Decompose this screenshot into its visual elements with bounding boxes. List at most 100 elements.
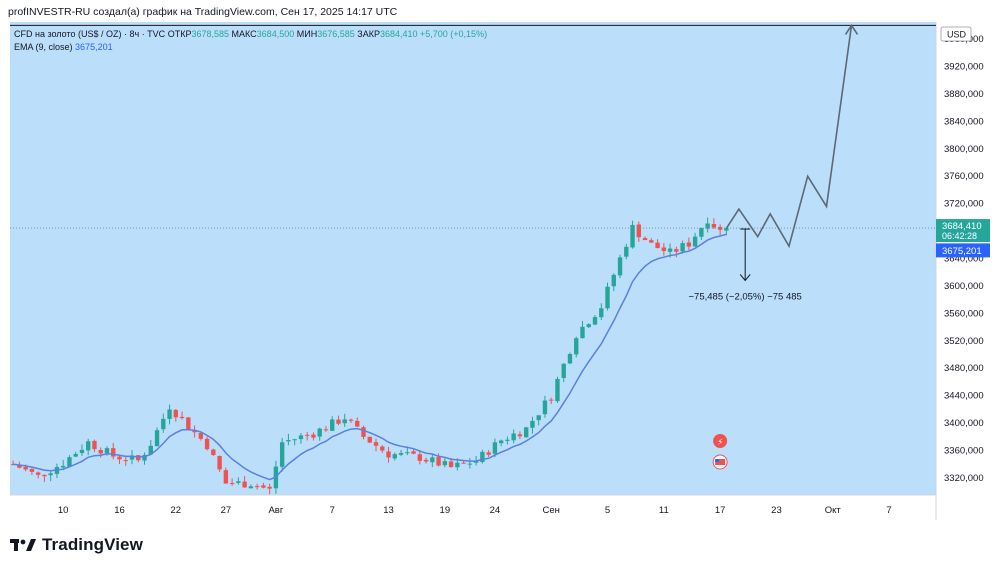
price-axis-background [936,22,990,520]
candle-body [161,418,166,430]
candle-body [298,435,304,440]
candle-body [373,442,379,446]
candle-body [417,454,423,461]
candle-body [411,451,416,454]
candle-body [498,440,504,444]
candle-body [586,324,591,328]
candle-body [674,249,679,252]
candle-body [236,481,241,483]
candle-body [192,430,197,433]
currency-box [940,26,972,42]
time-axis-tick-label: 16 [114,505,125,516]
candle-body [92,440,97,450]
candle-body [142,454,147,461]
price-axis-tick-label: 3520,000 [944,336,984,347]
candle-body [336,419,341,424]
chart-attribution: profINVESTR-RU создал(а) график на Tradi… [8,6,398,18]
time-axis-background [10,495,936,520]
candle-body [217,455,222,470]
candle-body [486,452,491,455]
candle-body [123,460,128,462]
forecast-path [725,25,853,249]
us-flag-icon [715,459,726,465]
candle-body [323,429,329,431]
candle-body [574,338,579,355]
candle-body [111,448,116,457]
currency-label: USD [947,30,967,40]
price-axis-tick-label: 3600,000 [944,281,984,292]
candle-body [592,317,598,325]
candle-body [724,228,729,231]
tradingview-logo-icon [10,539,36,551]
candle-body [511,433,516,441]
legend-change: +5,700 (+0,15%) [420,29,488,39]
candle-body [398,453,404,455]
candle-body [530,420,535,428]
candle-body [580,326,585,339]
candle-body [317,428,322,437]
plot-background [10,22,936,495]
ema-price-badge-text: 3675,201 [942,246,982,257]
candle-body [461,462,466,464]
measure-label: −75,485 (−2,05%) −75 485 [689,291,802,302]
candle-body [167,409,172,419]
candle-body [436,456,441,466]
legend-low-value: 3676,585 [317,29,355,39]
legend-symbol[interactable]: CFD на золото (US$ / OZ) · 8ч · TVC [14,29,166,39]
time-axis-tick-label: 7 [886,505,891,516]
ema-line [13,233,727,481]
candle-body [517,434,523,437]
legend-row-ema[interactable]: EMA (9, close) 3675,201 [14,41,487,54]
price-axis-tick-label: 3760,000 [944,171,984,182]
chart-area[interactable]: −75,485 (−2,05%) −75 4853960,0003920,000… [10,22,990,520]
candle-body [348,419,354,421]
candle-body [98,449,103,454]
legend-high-value: 3684,500 [256,29,295,39]
candle-body [430,457,435,463]
candle-body [605,286,610,309]
candle-body [692,236,698,247]
price-axis-tick-label: 3720,000 [944,199,984,210]
candle-body [211,449,216,455]
price-axis-tick-label: 3880,000 [944,89,984,100]
candle-body [624,246,629,257]
candle-body [617,257,623,276]
legend-open-value: 3678,585 [191,29,229,39]
legend-close-label: ЗАКР [357,29,380,39]
candle-body [473,461,479,463]
candle-body [73,453,78,457]
candle-body [104,448,110,454]
candle-body [67,457,72,467]
candle-body [630,224,635,248]
candle-body [555,378,560,402]
candle-body [23,467,28,470]
candle-body [442,461,448,466]
candle-body [204,438,210,450]
candle-body [286,440,291,442]
candle-body [536,415,541,421]
candle-body [229,483,235,485]
price-axis-tick-label: 3560,000 [944,308,984,319]
candle-body [330,419,335,431]
tradingview-logo[interactable]: TradingView [10,535,143,555]
forecast-arrowhead [844,23,859,35]
candle-body [367,436,372,443]
time-axis-tick-label: 17 [715,505,726,516]
candle-body [711,224,717,228]
candle-body [261,485,266,488]
candle-body [29,468,35,472]
candle-body [505,439,510,441]
candle-body [292,439,297,441]
candle-body [79,449,85,454]
measure-arrowhead [739,274,751,282]
candle-body [48,473,53,476]
price-axis-tick-label: 3480,000 [944,363,984,374]
candle-body [242,481,247,488]
candle-body [173,409,178,418]
time-axis-tick-label: 19 [440,505,451,516]
candle-body [661,247,667,251]
legend-open-label: ОТКР [167,29,192,39]
time-axis-tick-label: Окт [825,505,842,516]
price-chart[interactable]: −75,485 (−2,05%) −75 4853960,0003920,000… [10,22,990,520]
candle-body [561,363,566,379]
